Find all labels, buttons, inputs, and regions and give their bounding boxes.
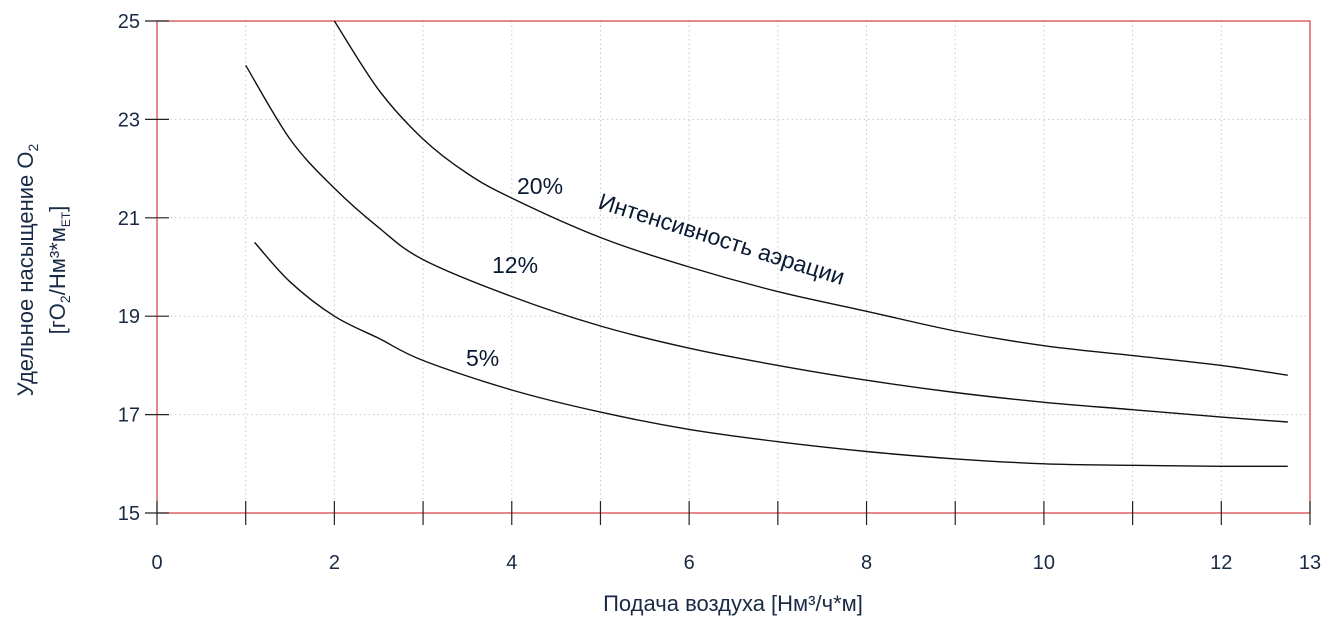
annotation-20-percent: 20% (517, 173, 563, 199)
x-tick-label: 13 (1299, 552, 1321, 574)
grid (157, 21, 1310, 513)
x-tick-label: 0 (151, 552, 162, 574)
plot-frame (156, 20, 1311, 514)
series-line-20-percent (333, 20, 1288, 376)
annotation-12-percent: 12% (492, 252, 538, 278)
y-axis-title: Удельное насыщение O2 [гO2/Нм³*мЕТ] (13, 143, 73, 396)
y-title-line2-sub1: 2 (57, 295, 73, 303)
y-tick-label: 21 (118, 208, 140, 230)
x-tick-label: 6 (684, 552, 695, 574)
x-tick-label: 2 (329, 552, 340, 574)
y-title-line1-sub: 2 (25, 143, 41, 151)
axis-ticks (145, 20, 1311, 525)
series-line-5-percent (254, 241, 1288, 468)
y-title-line2-part3: ] (45, 206, 70, 212)
y-tick-label: 17 (118, 405, 140, 427)
y-tick-label: 15 (118, 503, 140, 525)
x-axis-title: Подача воздуха [Нм³/ч*м] (603, 591, 863, 616)
annotation-aeration-intensity: Интенсивность аэрации (595, 188, 847, 290)
x-tick-label: 12 (1210, 552, 1232, 574)
series-group (245, 20, 1288, 468)
y-title-line2-part2: /Нм³*м (45, 227, 70, 295)
y-tick-label: 23 (118, 109, 140, 131)
annotation-5-percent: 5% (466, 345, 499, 371)
y-axis-title-line2: [гO2/Нм³*мЕТ] (45, 206, 73, 335)
x-tick-label: 4 (506, 552, 517, 574)
x-tick-label: 10 (1033, 552, 1055, 574)
series-line-12-percent (245, 64, 1288, 423)
y-tick-label: 19 (118, 306, 140, 328)
y-tick-label: 25 (118, 11, 140, 33)
x-tick-label: 8 (861, 552, 872, 574)
y-title-line1-main: Удельное насыщение O (13, 151, 38, 396)
tick-labels: 0 2 4 6 8 10 12 13 15 17 19 21 23 25 (118, 11, 1321, 574)
y-axis-title-line1: Удельное насыщение O2 (13, 143, 41, 396)
y-title-line2-sub2: ЕТ (59, 211, 73, 227)
y-title-line2-part1: [гO (45, 303, 70, 334)
